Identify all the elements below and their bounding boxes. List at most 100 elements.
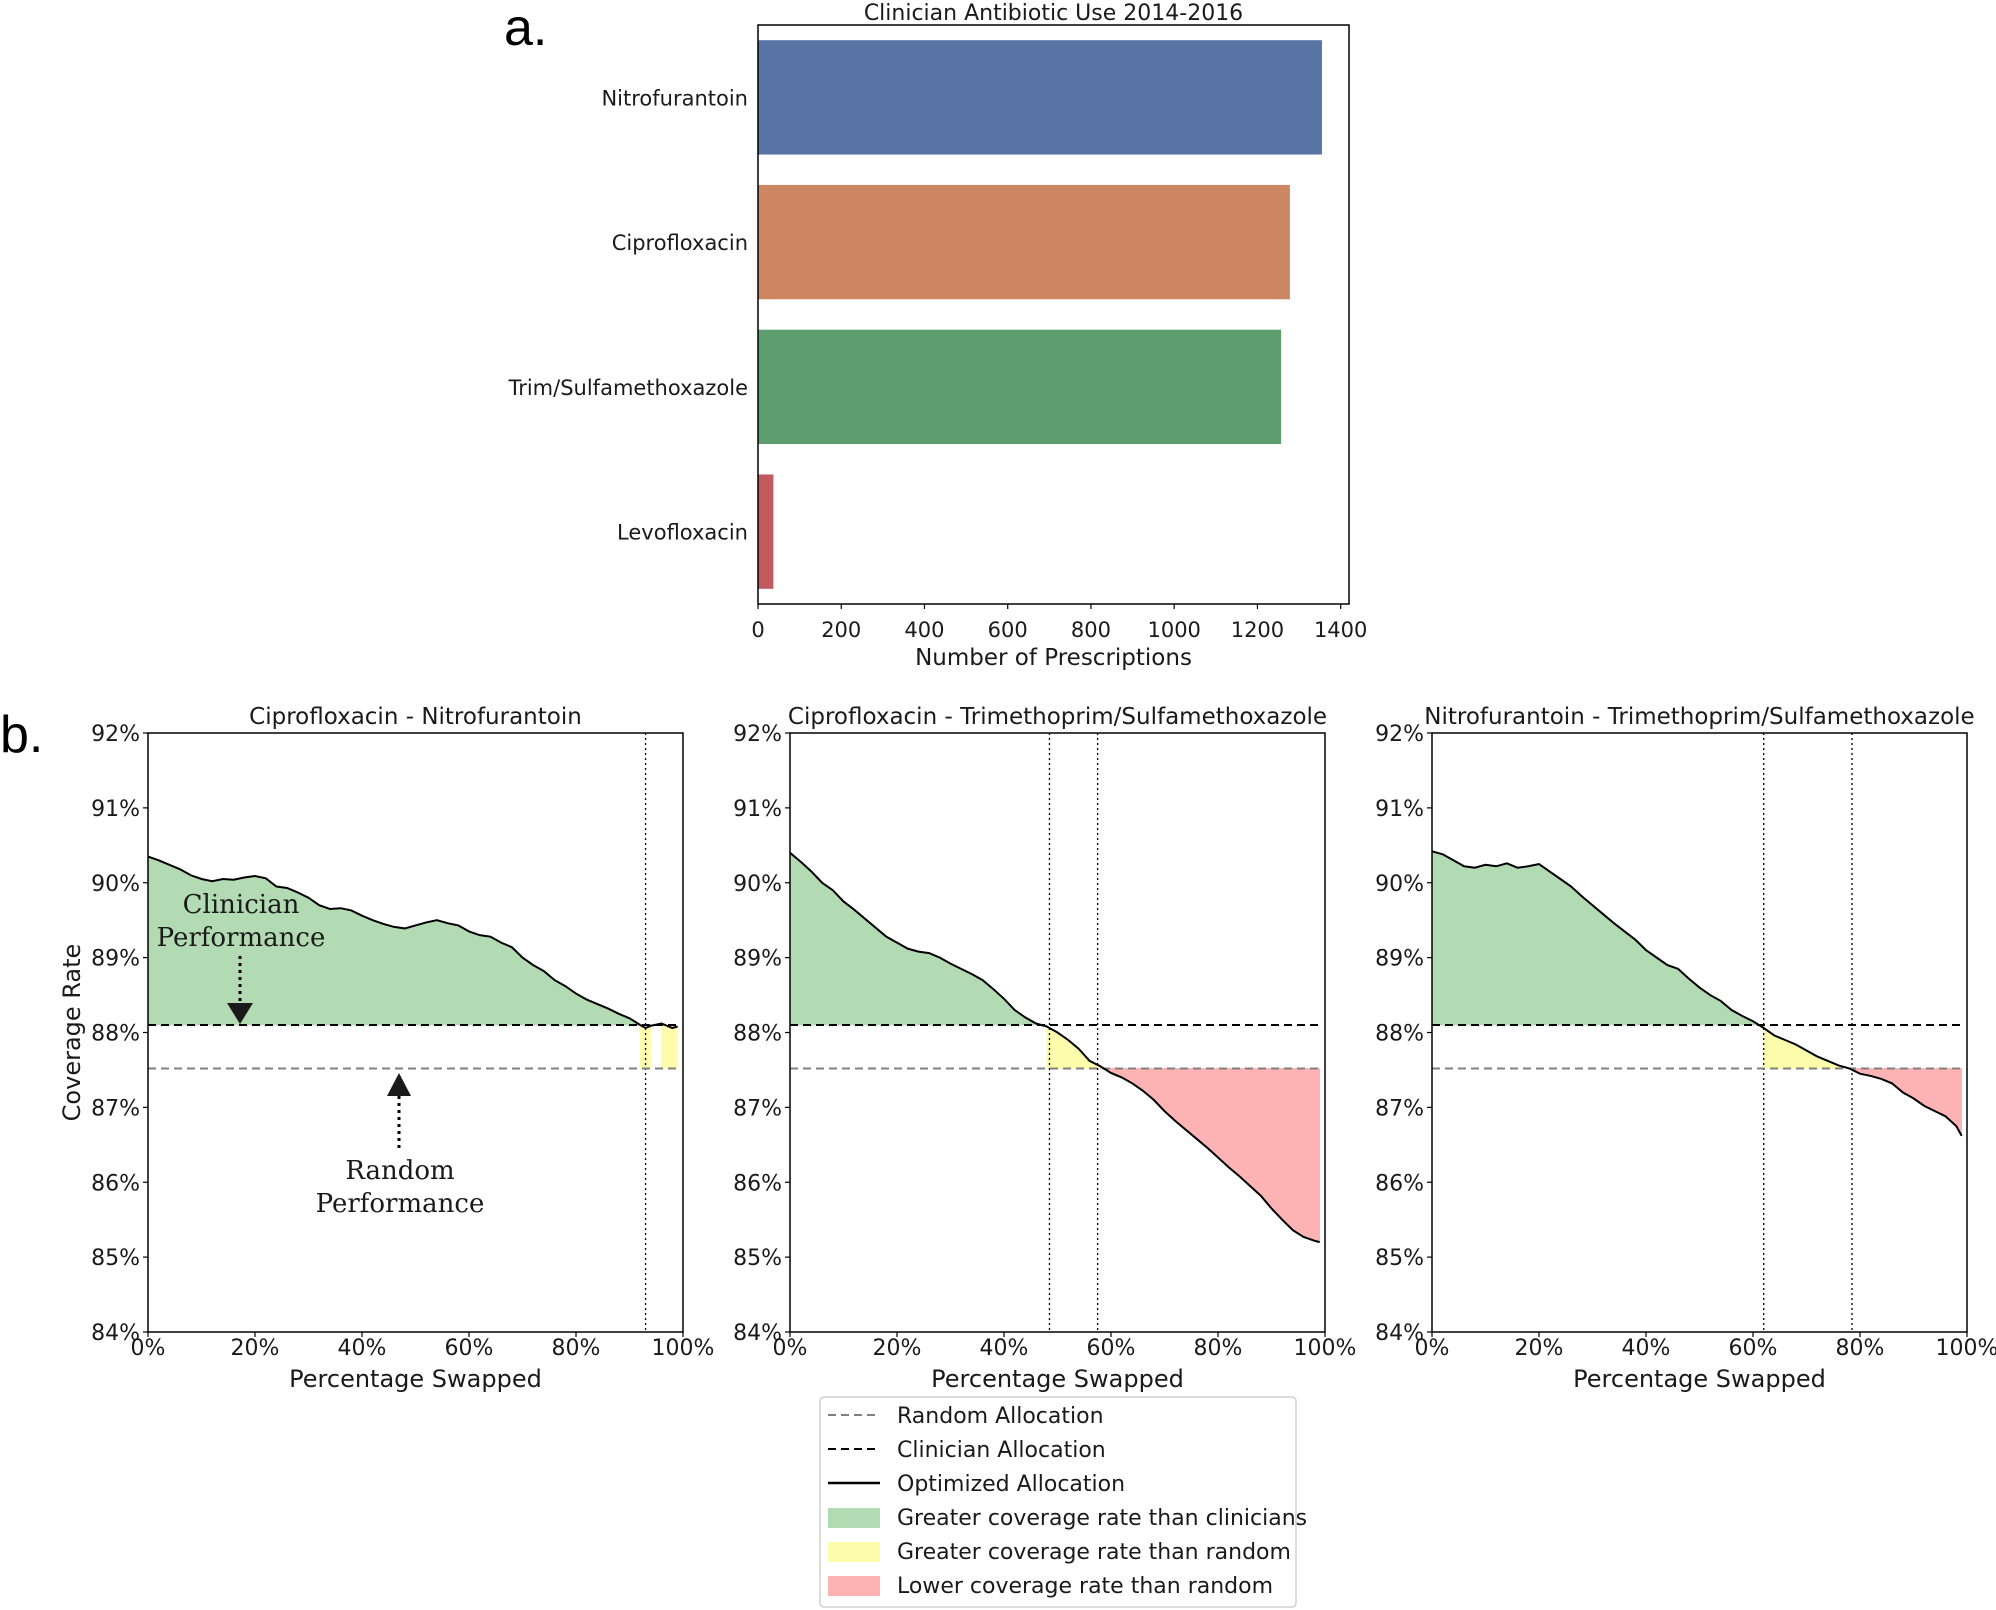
fill-segment (479, 934, 491, 1026)
fill-segment (1431, 850, 1444, 1026)
fill-segment (1185, 1068, 1197, 1140)
bar-trim-sulfamethoxazole (758, 329, 1282, 445)
fill-segment (1313, 1068, 1321, 1243)
y-tick-label: 87% (91, 1096, 140, 1121)
fill-segment (1934, 1068, 1946, 1118)
fill-segment (821, 881, 834, 1026)
fill-segment (1549, 870, 1561, 1026)
x-tick-label: 60% (1729, 1336, 1778, 1361)
fill-segment (1485, 864, 1497, 1026)
fill-segment (404, 924, 416, 1026)
fill-segment (1260, 1068, 1272, 1210)
bar-ciprofloxacin (758, 184, 1290, 300)
x-tick-label: 40% (1622, 1336, 1671, 1361)
y-tick-label: Trim/Sulfamethoxazole (507, 376, 748, 400)
x-tick-label: 800 (1071, 618, 1111, 642)
line-chart-nitro-tmp: 84% 85% 86% 87% 88% 89% 90% 91% 92% 0% 20% 40% 60% 80… (1375, 704, 1996, 1393)
x-tick-label: 1200 (1231, 618, 1284, 642)
fill-segment (950, 962, 962, 1026)
fill-segment (329, 907, 342, 1026)
fill-segment (661, 1022, 673, 1069)
y-tick-label: 89% (733, 947, 782, 972)
fill-segment (853, 908, 866, 1026)
fill-segment (340, 907, 352, 1026)
fill-segment (457, 924, 470, 1026)
fill-segment (1249, 1068, 1262, 1197)
fill-segment (1774, 1034, 1786, 1069)
fill-segment (1281, 1068, 1294, 1232)
legend-item-optimized: Optimized Allocation (897, 1472, 1125, 1497)
fill-segment (489, 935, 502, 1026)
fill-segment (811, 870, 823, 1026)
fill-segment (1046, 1025, 1058, 1069)
fill-segment (896, 941, 909, 1026)
fill-segment (382, 923, 395, 1026)
fill-segment (1217, 1068, 1230, 1169)
fill-segment (1570, 885, 1583, 1026)
x-tick-label: 600 (988, 618, 1028, 642)
optimized-allocation-line (147, 855, 678, 1030)
y-tick-label: 88% (1375, 1022, 1424, 1047)
x-tick-label: 40% (980, 1336, 1029, 1361)
x-tick-label: 80% (1194, 1336, 1243, 1361)
annotation-random-line1: Random (345, 1156, 454, 1186)
y-tick-label: 90% (733, 872, 782, 897)
fill-segment (800, 860, 812, 1026)
fill-segment (1174, 1068, 1187, 1131)
fill-segment (1656, 956, 1668, 1026)
fill-segment (1303, 1068, 1315, 1242)
fill-segment (1667, 964, 1679, 1026)
y-tick-label: Nitrofurantoin (601, 86, 748, 110)
fill-segment (308, 896, 320, 1026)
y-tick-label: 87% (1375, 1096, 1424, 1121)
fill-segment (1624, 930, 1636, 1026)
x-axis-label: Percentage Swapped (1573, 1365, 1826, 1393)
legend-box (819, 1396, 1297, 1608)
fill-segment (939, 956, 951, 1026)
fill-segment (1206, 1068, 1219, 1159)
fill-segment (971, 973, 983, 1026)
legend-item-green: Greater coverage rate than clinicians (897, 1506, 1307, 1531)
fill-segment (425, 919, 438, 1026)
fill-segment (1613, 922, 1625, 1026)
fill-segment (875, 926, 887, 1026)
x-axis-label: Number of Prescriptions (915, 645, 1192, 671)
chart-title: Clinician Antibiotic Use 2014-2016 (864, 1, 1243, 26)
fill-segment (1506, 862, 1518, 1026)
fill-segment (639, 1024, 646, 1069)
plot-frame (1431, 732, 1968, 1333)
panel-label-a: a. (504, 0, 547, 57)
panel-label-b: b. (0, 706, 43, 764)
legend-green-swatch (828, 1508, 880, 1528)
fill-regions (1431, 850, 1963, 1137)
y-tick-label: 88% (91, 1022, 140, 1047)
annotation-random-line2: Performance (316, 1189, 485, 1219)
fill-segment (1442, 853, 1454, 1026)
x-tick-label: 20% (231, 1336, 280, 1361)
legend-item-clinician: Clinician Allocation (897, 1438, 1106, 1463)
bar-levofloxacin (758, 474, 774, 589)
x-tick-label: 40% (338, 1336, 387, 1361)
fill-segment (1474, 864, 1486, 1026)
fill-segment (907, 948, 919, 1026)
y-tick-label: 92% (91, 722, 140, 747)
fill-segment (468, 930, 481, 1026)
x-tick-label: 1400 (1314, 618, 1367, 642)
optimized-allocation-line (1431, 850, 1963, 1137)
fill-segment (1453, 859, 1465, 1026)
fill-segment (554, 979, 566, 1026)
fill-segment (671, 1025, 679, 1069)
annotation-clinician-line2: Performance (157, 923, 326, 953)
y-tick-label: 91% (733, 797, 782, 822)
fill-regions (789, 851, 1321, 1243)
x-tick-label: 400 (904, 618, 944, 642)
y-tick-label: 86% (91, 1171, 140, 1196)
y-tick-label: Ciprofloxacin (612, 231, 748, 255)
plot-frame (147, 732, 684, 1333)
y-tick-label: 87% (733, 1096, 782, 1121)
fill-segment (1239, 1068, 1251, 1187)
fill-segment (1003, 997, 1016, 1026)
x-tick-label: 100% (1294, 1336, 1357, 1361)
fill-segment (350, 909, 363, 1026)
x-tick-label: 0% (131, 1336, 166, 1361)
